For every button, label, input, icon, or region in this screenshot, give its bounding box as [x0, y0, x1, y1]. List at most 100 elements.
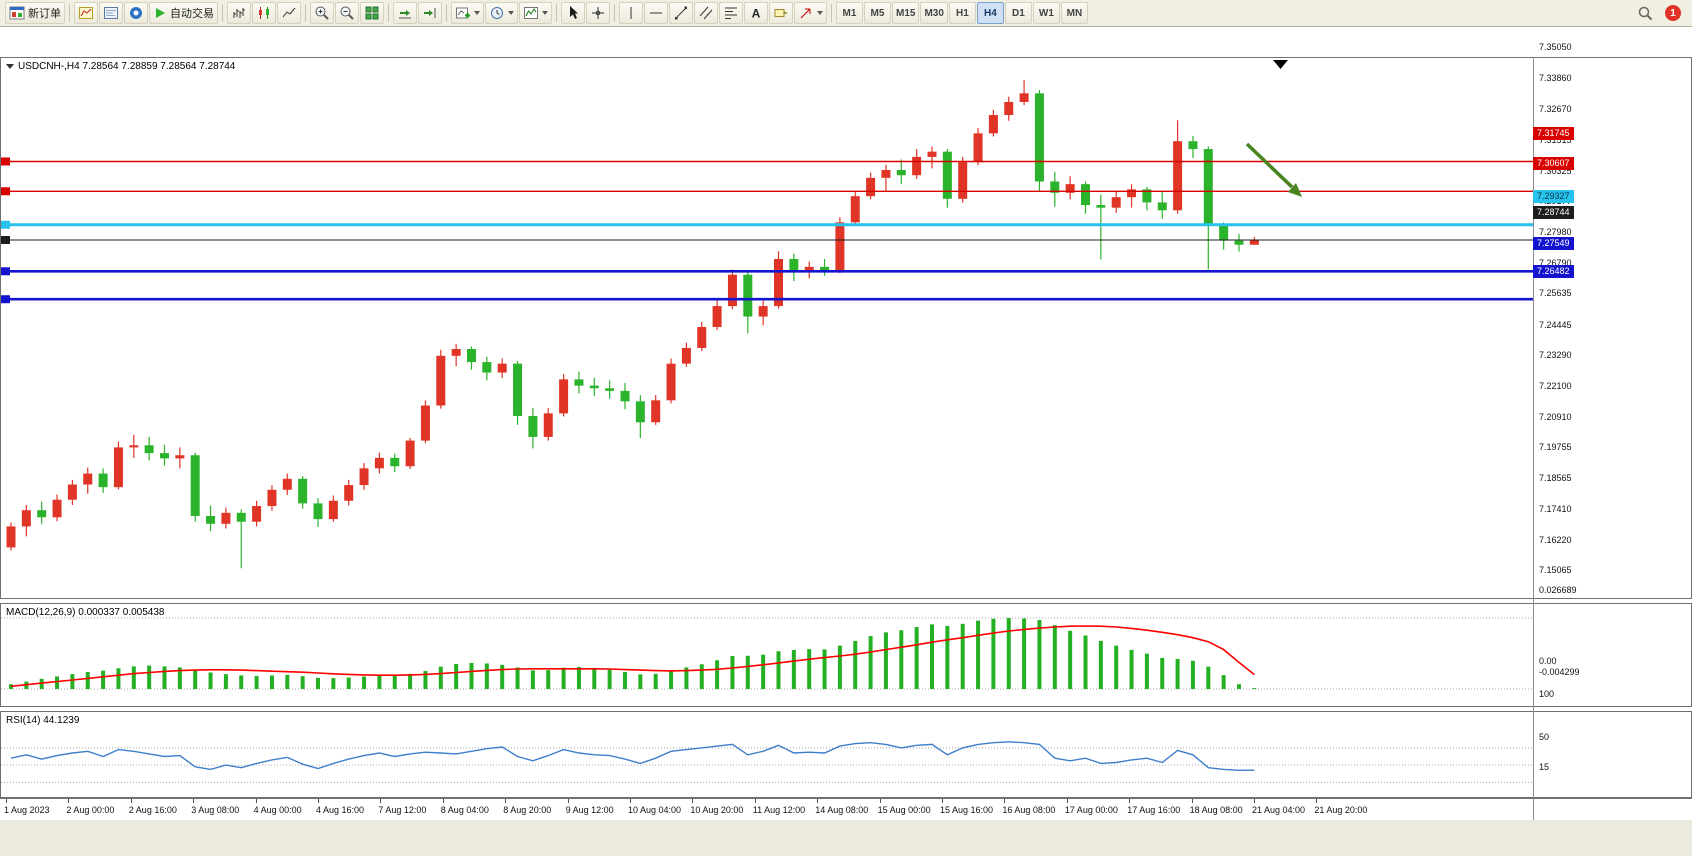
macd-bar [1190, 660, 1195, 689]
timeframe-button-m30[interactable]: M30 [920, 2, 948, 24]
bear-candle [789, 258, 799, 273]
support-icon [130, 7, 142, 19]
macd-bar [576, 666, 581, 689]
time-tick [318, 799, 319, 803]
bull-candle [129, 445, 139, 448]
cursor-icon [570, 6, 578, 19]
horizontal-line-tool[interactable] [644, 2, 668, 24]
macd-bar [592, 667, 597, 689]
zoom-in-button[interactable] [310, 2, 334, 24]
line-chart-button[interactable] [277, 2, 301, 24]
line-chart-icon [282, 7, 296, 18]
charts-window-button[interactable] [74, 2, 98, 24]
timeframe-button-h4[interactable]: H4 [976, 2, 1004, 24]
macd-bar [177, 667, 182, 689]
trend-arrow-head[interactable] [1288, 183, 1302, 197]
cursor-button[interactable] [561, 2, 585, 24]
indicators-dropdown[interactable] [519, 2, 552, 24]
time-axis[interactable]: 1 Aug 2023 2 Aug 00:00 2 Aug 16:00 3 Aug 08… [0, 798, 1692, 820]
auto-trading-button[interactable]: 自动交易 [149, 2, 218, 24]
macd-bar [930, 624, 934, 689]
macd-bar [9, 684, 13, 689]
bar-chart-button[interactable] [227, 2, 251, 24]
dropdown-caret-icon [542, 11, 548, 15]
collapse-panel-icon[interactable] [6, 64, 14, 69]
profiles-dropdown[interactable] [485, 2, 518, 24]
trendline-tool[interactable] [669, 2, 693, 24]
macd-bar [1237, 684, 1241, 689]
bull-candle [973, 133, 983, 163]
time-axis-label: 15 Aug 00:00 [877, 805, 931, 815]
rsi-canvas[interactable] [1, 712, 1692, 797]
chart-title: USDCNH-,H4 7.28564 7.28859 7.28564 7.287… [18, 61, 236, 72]
macd-bar [607, 669, 612, 689]
bull-candle [758, 306, 768, 317]
crosshair-button[interactable] [586, 2, 610, 24]
macd-bar [254, 675, 259, 689]
bull-candle [52, 499, 62, 518]
timeframe-button-mn[interactable]: MN [1060, 2, 1088, 24]
timeframe-button-m5[interactable]: M5 [864, 2, 891, 24]
bull-candle [651, 400, 661, 423]
time-axis-label: 10 Aug 20:00 [690, 805, 744, 815]
new-order-label: 新订单 [28, 8, 61, 20]
macd-bar [193, 669, 198, 689]
notification-badge[interactable]: 1 [1665, 5, 1681, 21]
auto-scroll-button[interactable] [393, 2, 417, 24]
bear-candle [1234, 240, 1244, 245]
channel-tool[interactable] [694, 2, 718, 24]
bull-candle [252, 506, 262, 522]
time-axis-label: 9 Aug 12:00 [565, 805, 614, 815]
main-chart-canvas[interactable] [1, 58, 1692, 598]
bear-candle [605, 388, 615, 391]
macd-bar [70, 674, 75, 689]
search-icon [1638, 6, 1653, 21]
text-tool[interactable]: A [744, 2, 768, 24]
text-label-tool[interactable] [769, 2, 793, 24]
macd-bar [684, 667, 689, 689]
fibonacci-tool[interactable] [719, 2, 743, 24]
bear-candle [467, 348, 476, 363]
time-axis-label: 17 Aug 16:00 [1127, 805, 1181, 815]
timeframe-button-m15[interactable]: M15 [892, 2, 920, 24]
arrows-tool-dropdown[interactable] [794, 2, 827, 24]
timeframe-button-d1[interactable]: D1 [1004, 2, 1032, 24]
tile-windows-button[interactable] [360, 2, 384, 24]
timeframe-button-w1[interactable]: W1 [1032, 2, 1060, 24]
macd-bar [1083, 635, 1088, 689]
new-chart-dropdown[interactable] [451, 2, 484, 24]
bull-candle [835, 222, 845, 271]
macd-canvas[interactable] [1, 604, 1692, 706]
new-order-button[interactable]: 新订单 [5, 2, 65, 24]
bear-candle [160, 453, 169, 459]
candlestick-chart-button[interactable] [252, 2, 276, 24]
macd-bar [1098, 640, 1103, 689]
chart-shift-button[interactable] [418, 2, 442, 24]
macd-bar [853, 640, 858, 689]
zoom-out-ic on [340, 6, 354, 20]
bear-candle [190, 455, 200, 516]
macd-bar [223, 674, 228, 689]
macd-bar [454, 663, 459, 689]
timeframe-button-h1[interactable]: H1 [948, 2, 976, 24]
time-axis-label: 17 Aug 00:00 [1064, 805, 1118, 815]
bull-candle [1173, 141, 1183, 211]
trend-arrow-shaft[interactable] [1245, 142, 1294, 189]
time-tick [879, 799, 881, 803]
toolbar-right-group: 1 [1633, 2, 1681, 24]
time-tick [193, 799, 195, 803]
vertical-line-tool[interactable] [619, 2, 643, 24]
timeframe-button-m1[interactable]: M1 [836, 2, 863, 24]
macd-bar [1160, 657, 1165, 689]
time-tick [567, 799, 569, 803]
bull-candle [328, 500, 338, 520]
time-tick [1004, 799, 1006, 803]
time-axis-label: 4 Aug 16:00 [316, 805, 365, 815]
time-tick [6, 799, 7, 803]
chart-shift-marker[interactable] [1273, 60, 1288, 69]
terminal-button[interactable] [99, 2, 123, 24]
search-button[interactable] [1633, 2, 1657, 24]
support-button[interactable] [124, 2, 148, 24]
zoom-out-button[interactable] [335, 2, 359, 24]
auto-trading-icon [156, 8, 165, 18]
